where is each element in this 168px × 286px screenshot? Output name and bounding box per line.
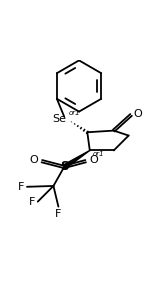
- Text: or1: or1: [68, 110, 80, 116]
- Text: O: O: [134, 109, 142, 119]
- Text: Se: Se: [52, 114, 66, 124]
- Text: O: O: [89, 155, 98, 165]
- Text: S: S: [60, 160, 68, 173]
- Text: F: F: [18, 182, 24, 192]
- Text: F: F: [55, 209, 62, 219]
- Text: or1: or1: [93, 151, 105, 157]
- Text: F: F: [28, 197, 35, 207]
- Polygon shape: [63, 150, 90, 169]
- Text: O: O: [30, 155, 39, 165]
